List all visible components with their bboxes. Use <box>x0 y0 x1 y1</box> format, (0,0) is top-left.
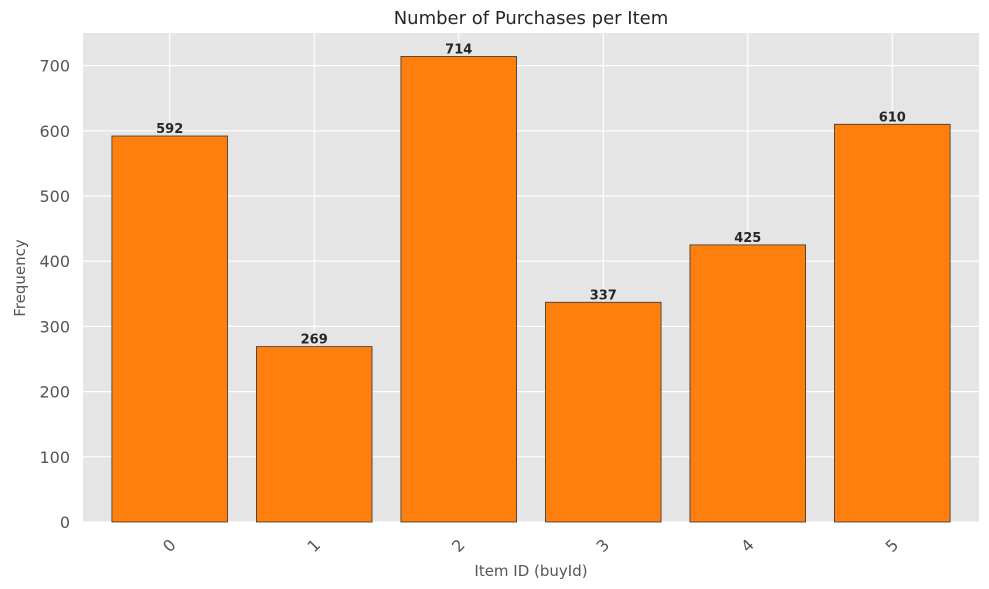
y-tick-labels: 0 100 200 300 400 500 600 700 <box>39 57 70 532</box>
data-label-0: 592 <box>156 122 183 137</box>
data-label-4: 425 <box>734 231 761 246</box>
plot-area <box>83 33 979 522</box>
bar-2 <box>400 56 517 523</box>
y-tick-label: 0 <box>60 513 70 532</box>
data-label-1: 269 <box>301 333 328 348</box>
bars <box>111 56 951 523</box>
y-axis-label: Frequency <box>11 239 29 317</box>
bar-0 <box>111 135 228 523</box>
x-axis-label: Item ID (buyId) <box>474 562 587 580</box>
x-tick-label-5: 5 <box>882 535 903 556</box>
data-labels: 592 269 714 337 425 610 <box>156 42 906 347</box>
y-tick-label: 300 <box>39 317 70 336</box>
x-tick-label-4: 4 <box>737 535 758 556</box>
x-tick-label-2: 2 <box>448 535 469 556</box>
data-label-3: 337 <box>590 288 617 303</box>
y-tick-label: 100 <box>39 448 70 467</box>
bar-1 <box>256 346 373 523</box>
y-tick-label: 700 <box>39 57 70 76</box>
bar-3 <box>545 301 662 523</box>
bar-5 <box>834 123 951 523</box>
data-label-5: 610 <box>879 110 906 125</box>
y-tick-label: 500 <box>39 187 70 206</box>
y-tick-label: 400 <box>39 252 70 271</box>
y-tick-label: 200 <box>39 383 70 402</box>
bar-4 <box>689 244 806 523</box>
x-tick-label-1: 1 <box>304 535 325 556</box>
x-tick-label-0: 0 <box>159 535 180 556</box>
chart-title: Number of Purchases per Item <box>394 8 669 29</box>
data-label-2: 714 <box>445 42 472 57</box>
y-tick-label: 600 <box>39 122 70 141</box>
x-tick-label-3: 3 <box>593 535 614 556</box>
x-tick-labels: 0 1 2 3 4 5 <box>159 535 902 556</box>
